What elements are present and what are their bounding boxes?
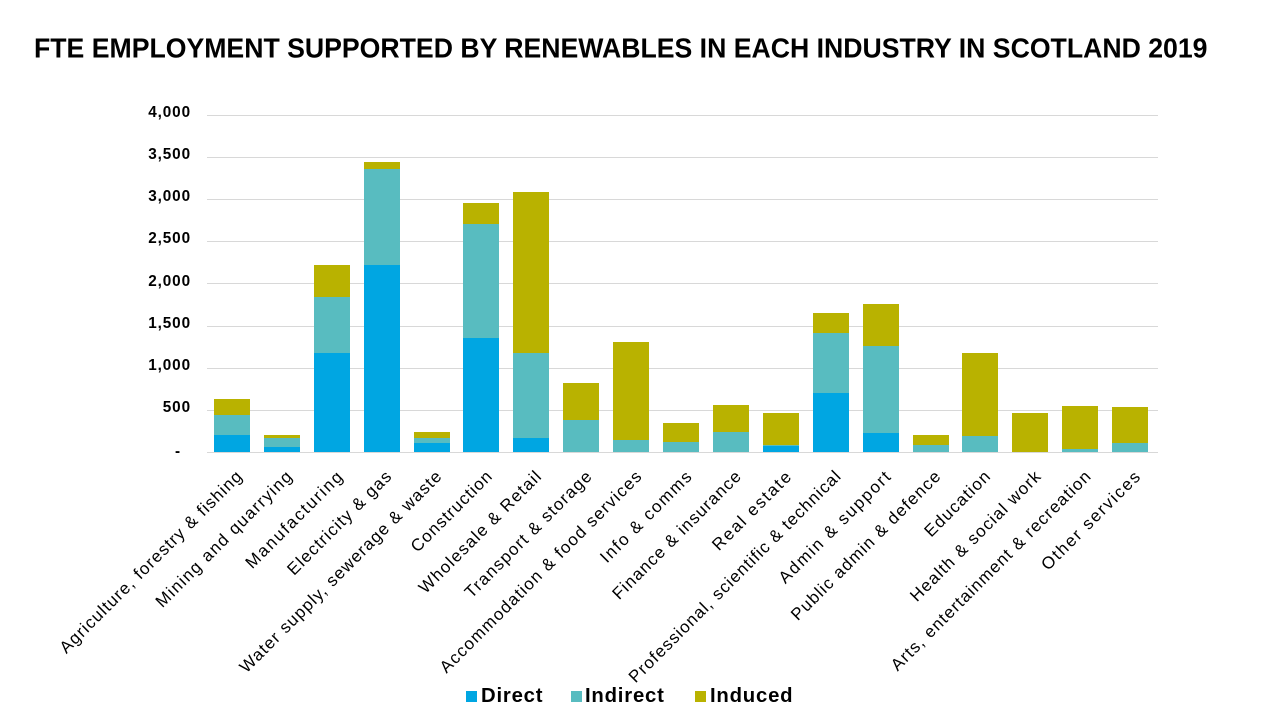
- svg-text:FTE EMPLOYMENT SUPPORTED BY RE: FTE EMPLOYMENT SUPPORTED BY RENEWABLES I…: [34, 32, 1208, 64]
